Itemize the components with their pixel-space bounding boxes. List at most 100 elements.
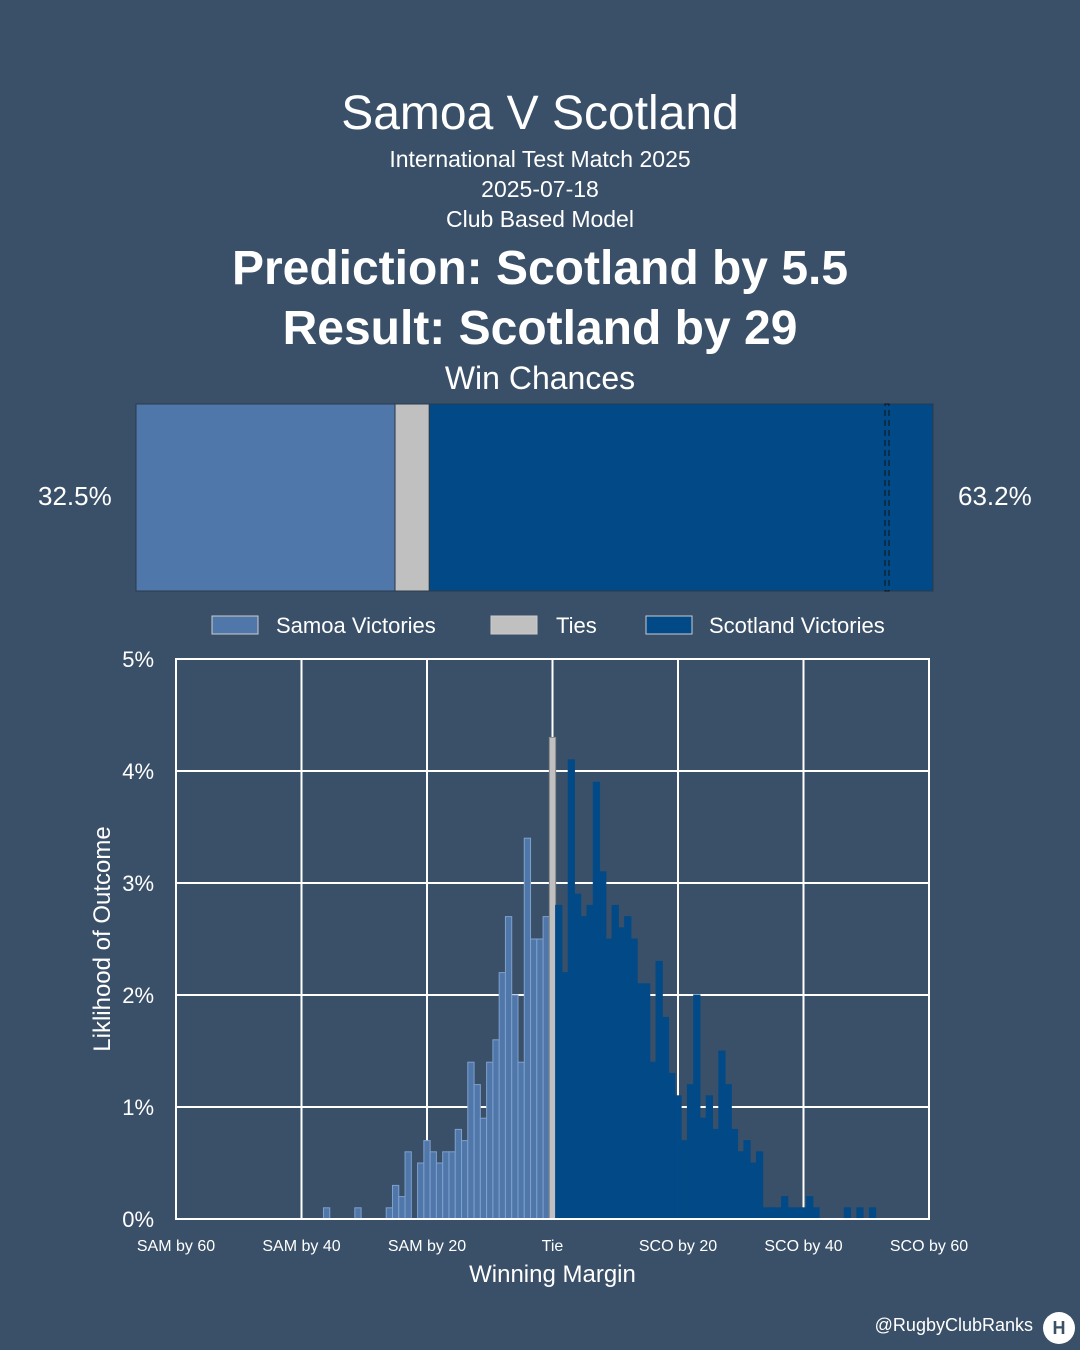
bar-3-38 — [787, 1207, 795, 1220]
legend-label-1: Samoa Victories — [276, 613, 436, 638]
x-tick-label-0: SAM by 60 — [137, 1238, 215, 1255]
bar-3-8 — [599, 871, 607, 1220]
bar-3-11 — [617, 927, 626, 1220]
win-chances-label: Win Chances — [444, 360, 636, 396]
logo-icon: H — [1043, 1312, 1075, 1344]
bar-3-29 — [730, 1128, 739, 1220]
bar-3-42 — [812, 1207, 820, 1220]
bar-1-2 — [354, 1207, 362, 1220]
x-tick-label-1: SAM by 40 — [262, 1238, 340, 1255]
bar-1-8 — [423, 1140, 431, 1220]
bar-1-26 — [536, 938, 544, 1220]
plot-frame — [175, 658, 930, 1220]
y-tick-label-3: 3% — [122, 871, 154, 896]
bar-3-19 — [668, 1072, 676, 1220]
bar-1-24 — [523, 837, 532, 1220]
legend-swatch-3 — [645, 615, 693, 635]
y-tick-label-1: 1% — [122, 1095, 154, 1120]
bar-1-11 — [442, 1151, 450, 1220]
bar-3-33 — [755, 1151, 764, 1220]
bar-3-21 — [680, 1140, 688, 1220]
bar-1-21 — [504, 916, 513, 1220]
bar-3-30 — [737, 1151, 745, 1220]
legend-label-3: Scotland Victories — [709, 613, 885, 638]
bar-3-16 — [649, 1061, 657, 1220]
x-axis-label: Winning Margin — [469, 1261, 636, 1288]
bar-3-6 — [586, 904, 594, 1220]
bar-1-9 — [429, 1151, 437, 1220]
twitter-handle: @RugbyClubRanks — [874, 1315, 1033, 1335]
bar-3-9 — [605, 938, 613, 1220]
date-subtitle: 2025-07-18 — [481, 176, 599, 202]
scotland-win-percent: 63.2% — [958, 481, 1032, 511]
x-tick-label-3: Tie — [542, 1238, 564, 1255]
bar-1-12 — [448, 1151, 456, 1220]
win-chance-segment-3 — [428, 403, 934, 592]
bar-1-18 — [486, 1061, 494, 1220]
bar-1-19 — [492, 1039, 500, 1220]
bar-3-18 — [661, 1016, 670, 1220]
bar-3-32 — [749, 1162, 757, 1220]
x-tick-label-4: SCO by 20 — [639, 1238, 717, 1255]
samoa-win-percent: 32.5% — [38, 481, 112, 511]
bar-3-36 — [774, 1207, 783, 1220]
bar-1-27 — [542, 916, 550, 1220]
bar-3-23 — [693, 994, 701, 1220]
y-tick-label-4: 4% — [122, 759, 154, 784]
bar-3-43 — [843, 1207, 852, 1220]
legend-swatch-2 — [490, 615, 538, 635]
legend-label-2: Ties — [556, 613, 597, 638]
bar-3-17 — [655, 960, 663, 1220]
bar-1-25 — [530, 938, 538, 1220]
x-tick-label-6: SCO by 60 — [890, 1238, 968, 1255]
bar-1-6 — [404, 1151, 412, 1220]
bar-3-45 — [868, 1207, 877, 1220]
bar-1-15 — [467, 1061, 475, 1220]
result-marker — [884, 403, 890, 592]
bar-3-34 — [762, 1207, 770, 1220]
bar-3-4 — [573, 893, 582, 1220]
prediction-text: Prediction: Scotland by 5.5 — [231, 242, 849, 295]
x-tick-label-5: SCO by 40 — [764, 1238, 842, 1255]
bar-1-13 — [454, 1128, 463, 1220]
chart-title: Samoa V Scotland — [341, 87, 739, 140]
bar-3-13 — [630, 938, 638, 1220]
bar-3-15 — [642, 983, 651, 1220]
bar-1-10 — [435, 1162, 444, 1220]
bar-3-41 — [806, 1196, 814, 1220]
bar-3-25 — [705, 1095, 714, 1220]
bar-3-3 — [567, 759, 575, 1220]
competition-subtitle: International Test Match 2025 — [389, 146, 691, 172]
bar-3-1 — [555, 904, 563, 1220]
win-chance-segment-2 — [394, 403, 430, 592]
bar-1-23 — [517, 1061, 525, 1220]
y-tick-label-2: 2% — [122, 983, 154, 1008]
bar-3-35 — [768, 1207, 776, 1220]
bar-3-44 — [856, 1207, 864, 1220]
bar-3-24 — [699, 1117, 707, 1220]
bar-3-28 — [724, 1084, 732, 1220]
model-subtitle: Club Based Model — [446, 206, 634, 232]
bar-3-37 — [781, 1196, 789, 1220]
bar-3-27 — [718, 1050, 726, 1220]
bar-3-31 — [743, 1140, 751, 1220]
bar-1-7 — [417, 1162, 425, 1220]
bar-1-16 — [473, 1084, 481, 1220]
bar-1-17 — [479, 1117, 488, 1220]
win-chance-segment-1 — [135, 403, 396, 592]
bar-1-22 — [511, 994, 519, 1220]
bar-3-7 — [592, 781, 601, 1220]
result-text: Result: Scotland by 29 — [282, 302, 798, 355]
legend-swatch-1 — [211, 615, 259, 635]
bar-1-1 — [322, 1207, 331, 1220]
bar-3-5 — [580, 916, 588, 1220]
bar-1-4 — [391, 1184, 400, 1220]
y-axis-label: Liklihood of Outcome — [89, 826, 116, 1051]
bar-1-3 — [385, 1207, 393, 1220]
bar-3-12 — [624, 916, 632, 1220]
bar-1-14 — [461, 1140, 469, 1220]
bar-1-20 — [498, 972, 506, 1220]
y-tick-label-0: 0% — [122, 1207, 154, 1232]
bar-3-14 — [636, 983, 644, 1220]
